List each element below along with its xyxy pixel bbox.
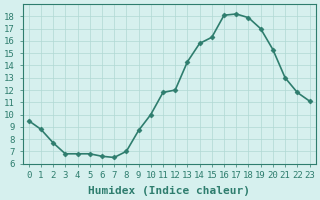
X-axis label: Humidex (Indice chaleur): Humidex (Indice chaleur) <box>88 186 250 196</box>
